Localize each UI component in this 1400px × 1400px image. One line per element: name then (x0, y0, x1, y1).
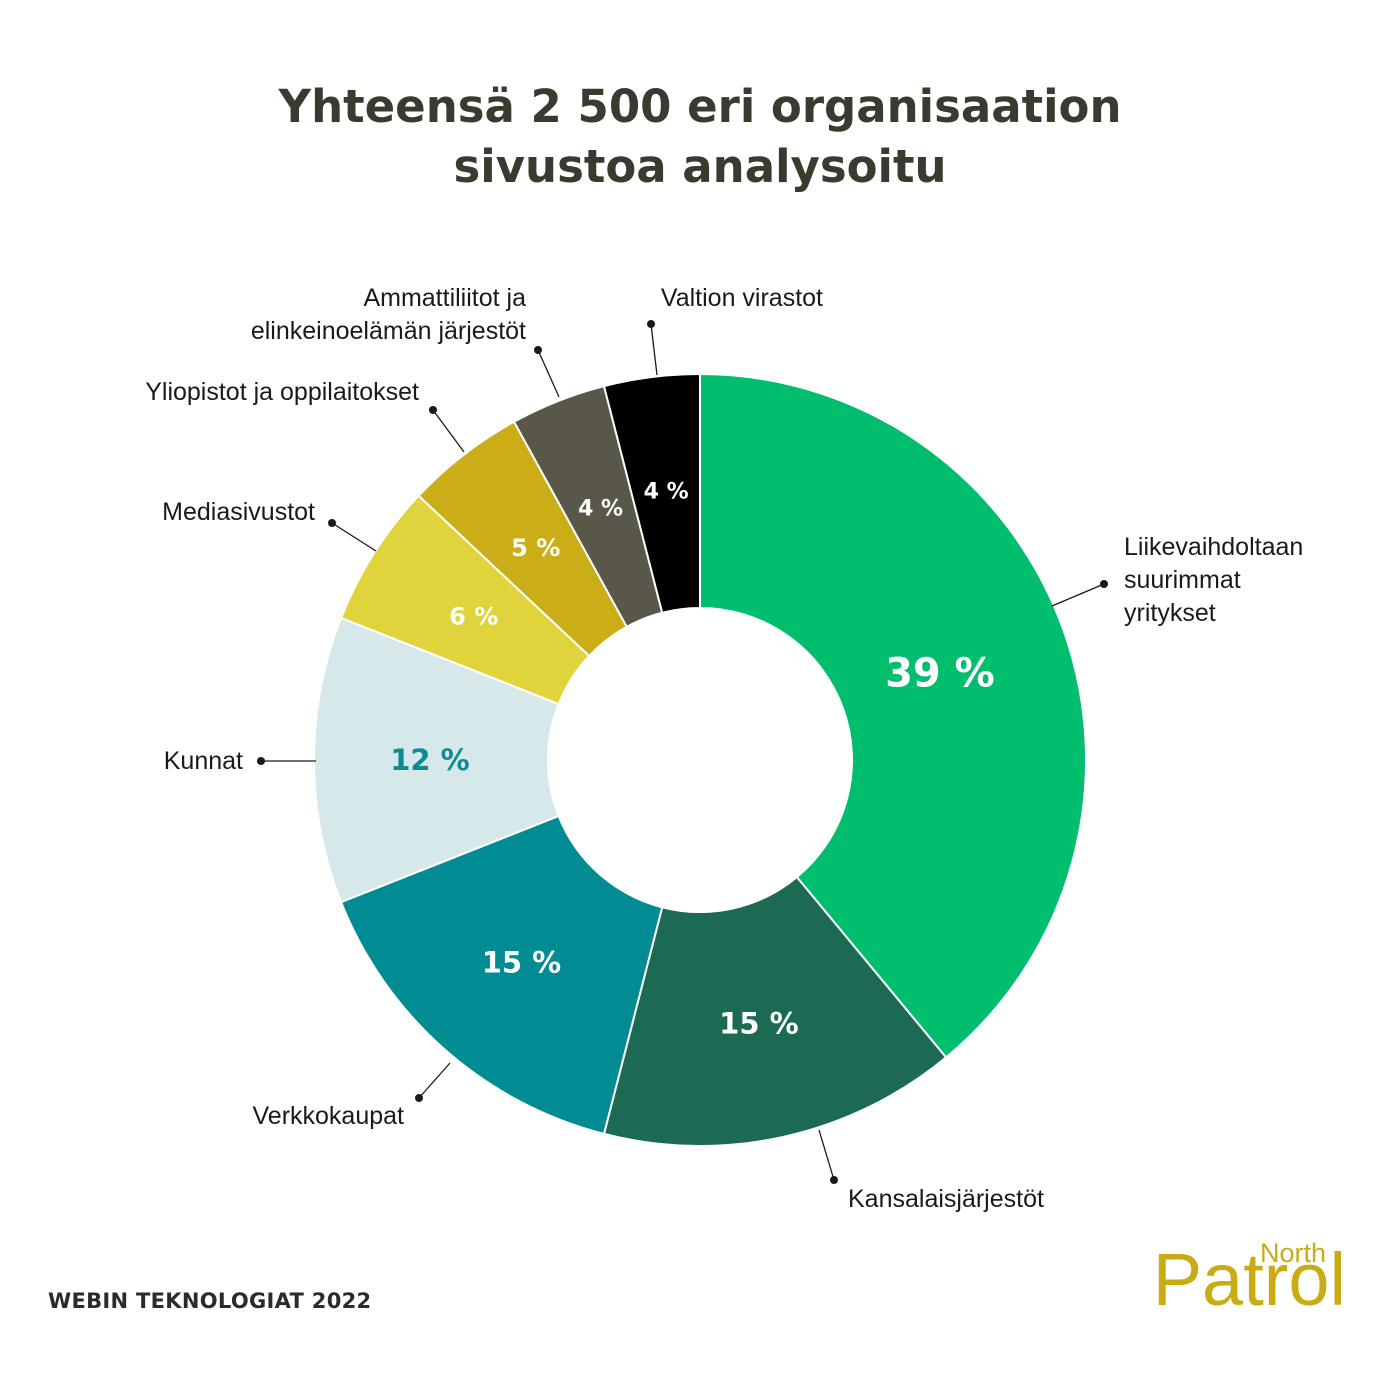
leader-dot-kunnat (257, 757, 265, 765)
category-label-kunnat: Kunnat (164, 747, 243, 775)
percent-label-ammattiliitot-ja-elinkeinoelaman-jarjestot: 4 % (578, 496, 623, 521)
category-label-ammattiliitot-ja-elinkeinoelaman-jarjestot: Ammattiliitot ja elinkeinoelämän järjestö… (251, 284, 526, 345)
leader-dot-liikevaihdoltaan-suurimmat-yritykset (1100, 580, 1108, 588)
north-patrol-logo: North Patrol (1153, 1238, 1346, 1321)
leader-dot-yliopistot-ja-oppilaitokset (429, 406, 437, 414)
leader-line-kansalaisjarjestot (818, 1129, 835, 1181)
category-labels: Liikevaihdoltaan suurimmat yritykset Kansal… (145, 284, 1303, 1213)
percent-label-valtion-virastot: 4 % (644, 480, 689, 505)
leader-dot-valtion-virastot (647, 320, 655, 328)
category-label-liikevaihdoltaan-suurimmat-yritykset: Liikevaihdoltaan suurimmat yritykset (1124, 533, 1303, 627)
leader-line-mediasivustot (331, 522, 377, 552)
chart-title-line-1: Yhteensä 2 500 eri organisaation (278, 80, 1122, 133)
slice-liikevaihdoltaan-suurimmat-yritykset (699, 372, 1087, 1059)
category-label-mediasivustot: Mediasivustot (162, 498, 315, 526)
category-label-verkkokaupat: Verkkokaupat (253, 1102, 405, 1130)
category-label-kansalaisjarjestot: Kansalaisjärjestöt (848, 1185, 1044, 1213)
percent-label-yliopistot-ja-oppilaitokset: 5 % (511, 534, 560, 562)
footer-report-name: WEBIN TEKNOLOGIAT 2022 (48, 1289, 371, 1313)
slice-kunnat (312, 616, 560, 904)
percent-label-liikevaihdoltaan-suurimmat-yritykset: 39 % (885, 651, 995, 697)
leader-line-valtion-virastot (650, 323, 658, 376)
leader-dot-mediasivustot (328, 519, 336, 527)
category-label-yliopistot-ja-oppilaitokset: Yliopistot ja oppilaitokset (145, 378, 419, 406)
percent-label-mediasivustot: 6 % (449, 602, 498, 630)
donut-slices (312, 372, 1087, 1147)
leader-line-liikevaihdoltaan-suurimmat-yritykset (1051, 583, 1105, 607)
leader-line-verkkokaupat (418, 1062, 451, 1099)
percent-label-kunnat: 12 % (390, 743, 470, 777)
percent-label-verkkokaupat: 15 % (482, 946, 562, 980)
leader-dot-kansalaisjarjestot (830, 1176, 838, 1184)
slice-verkkokaupat (339, 814, 664, 1136)
leader-dot-ammattiliitot-ja-elinkeinoelaman-jarjestot (534, 346, 542, 354)
slice-valtion-virastot (602, 372, 701, 614)
percent-labels: 39 % 15 % 15 % 12 % 6 % 5 % 4 % 4 % (390, 480, 995, 1041)
category-label-valtion-virastot: Valtion virastot (661, 284, 823, 312)
leader-line-yliopistot-ja-oppilaitokset (432, 409, 465, 453)
logo-north-text: North (1260, 1238, 1326, 1268)
leader-line-ammattiliitot-ja-elinkeinoelaman-jarjestot (537, 349, 560, 398)
percent-label-kansalaisjarjestot: 15 % (719, 1006, 799, 1040)
logo-patrol-text: Patrol (1153, 1238, 1346, 1321)
chart-title-line-2: sivustoa analysoitu (453, 140, 946, 193)
leader-lines (257, 320, 1108, 1184)
leader-dot-verkkokaupat (415, 1094, 423, 1102)
slice-kansalaisjarjestot (602, 875, 948, 1147)
